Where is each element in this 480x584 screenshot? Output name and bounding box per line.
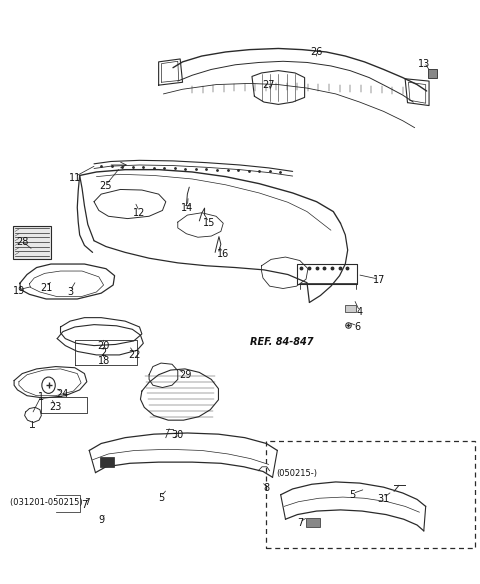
Text: 15: 15 [203, 218, 215, 228]
Text: 26: 26 [311, 47, 323, 57]
Text: 8: 8 [263, 484, 269, 493]
Text: 29: 29 [179, 370, 191, 380]
Text: (050215-): (050215-) [276, 470, 317, 478]
Text: 7: 7 [297, 518, 303, 529]
Text: 7: 7 [81, 500, 87, 510]
Text: 23: 23 [49, 402, 62, 412]
Bar [100, 457, 114, 467]
Text: 3: 3 [67, 287, 73, 297]
Text: 19: 19 [13, 286, 25, 296]
Text: (031201-050215) 7: (031201-050215) 7 [10, 498, 91, 507]
Text: 30: 30 [172, 430, 184, 440]
Text: 21: 21 [40, 283, 52, 293]
Text: 25: 25 [100, 181, 112, 191]
Text: 6: 6 [354, 322, 360, 332]
Text: 22: 22 [129, 350, 141, 360]
Bar [266, 440, 475, 548]
Text: 5: 5 [349, 490, 356, 500]
Text: 20: 20 [97, 340, 110, 350]
Text: 31: 31 [377, 494, 390, 504]
Text: 5: 5 [158, 493, 164, 503]
Text: REF. 84-847: REF. 84-847 [250, 336, 313, 346]
Text: 11: 11 [69, 173, 81, 183]
Text: 13: 13 [418, 58, 431, 68]
Bar [306, 518, 321, 527]
Text: 2: 2 [100, 348, 107, 358]
Text: 28: 28 [16, 238, 28, 248]
Text: 17: 17 [372, 275, 385, 286]
Text: 4: 4 [357, 307, 363, 317]
Text: 14: 14 [181, 203, 193, 213]
Text: 1: 1 [38, 392, 45, 402]
Text: 18: 18 [97, 356, 110, 366]
Bar [345, 305, 356, 312]
Bar [428, 69, 437, 78]
Text: 12: 12 [133, 208, 145, 218]
Text: 24: 24 [57, 389, 69, 399]
Text: 9: 9 [98, 516, 104, 526]
Text: 16: 16 [217, 249, 229, 259]
Text: 27: 27 [263, 79, 275, 89]
Bar [12, 225, 51, 259]
